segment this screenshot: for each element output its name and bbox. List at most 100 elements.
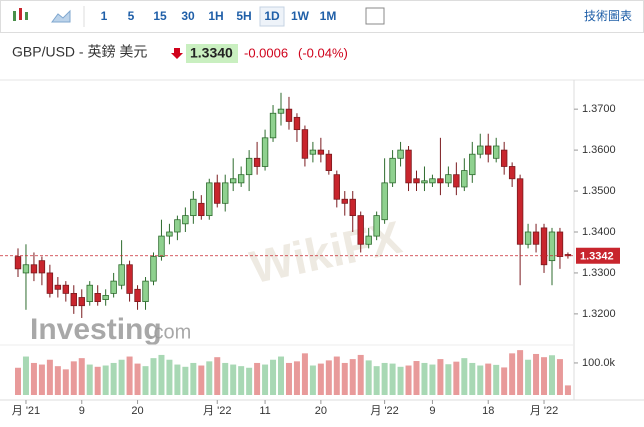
volume-bar bbox=[158, 354, 165, 395]
change-pct: (-0.04%) bbox=[298, 45, 348, 60]
x-tick-label: 11 bbox=[259, 405, 270, 417]
candle-icon[interactable] bbox=[13, 8, 28, 21]
volume-bar bbox=[421, 362, 428, 395]
volume-bar bbox=[293, 361, 300, 395]
candle-body bbox=[222, 182, 229, 204]
candle-body bbox=[261, 137, 269, 167]
volume-bar bbox=[341, 362, 348, 395]
interval[interactable]: 15 bbox=[153, 9, 167, 23]
volume-bar bbox=[357, 354, 364, 395]
candle-body bbox=[413, 178, 420, 184]
volume-bar bbox=[86, 364, 93, 395]
x-tick-label: 20 bbox=[315, 405, 327, 417]
volume-bar bbox=[118, 359, 125, 395]
interval[interactable]: 1D bbox=[264, 9, 280, 23]
interval[interactable]: 5H bbox=[236, 9, 251, 23]
toolbar bbox=[0, 0, 644, 33]
candle-body bbox=[126, 264, 133, 294]
down-arrow bbox=[171, 48, 183, 59]
price: 1.3340 bbox=[190, 45, 233, 61]
candle-body bbox=[524, 231, 532, 245]
tech-chart-link[interactable]: 技術圖表 bbox=[584, 9, 632, 23]
candle-body bbox=[150, 256, 157, 282]
interval[interactable]: 1W bbox=[291, 9, 310, 23]
candle-body bbox=[174, 219, 181, 233]
interval[interactable]: 1H bbox=[208, 9, 223, 23]
interval[interactable]: 5 bbox=[128, 9, 135, 23]
candle-body bbox=[540, 227, 548, 266]
volume-bar bbox=[556, 359, 563, 395]
candle-body bbox=[453, 174, 460, 188]
interval[interactable]: 1 bbox=[101, 9, 108, 23]
candle-body bbox=[190, 198, 197, 217]
volume-bar bbox=[142, 366, 149, 395]
y-tick-label: 100.0k bbox=[582, 357, 616, 369]
x-tick-label: 9 bbox=[429, 405, 435, 417]
candle-body bbox=[229, 178, 237, 184]
x-tick-label: 月 '22 bbox=[530, 405, 558, 417]
candle-body bbox=[469, 153, 476, 176]
y-tick-label: 1.3300 bbox=[582, 267, 616, 279]
volume-bar bbox=[309, 365, 316, 395]
candle-body bbox=[301, 129, 309, 159]
active-interval-bg bbox=[259, 6, 285, 27]
candle-body bbox=[102, 295, 109, 300]
volume-bar bbox=[517, 350, 524, 395]
volume-bar bbox=[333, 356, 340, 395]
volume-bar bbox=[461, 358, 468, 395]
watermark: Investing bbox=[30, 313, 162, 346]
volume-bar bbox=[206, 361, 213, 395]
candle-body bbox=[30, 264, 38, 274]
interval[interactable]: 30 bbox=[181, 9, 195, 23]
volume-bar bbox=[509, 353, 516, 395]
volume-bar bbox=[134, 363, 141, 395]
volume-bar bbox=[238, 366, 245, 395]
volume-bar bbox=[38, 364, 45, 395]
candle-body bbox=[38, 260, 46, 274]
volume-bar bbox=[102, 365, 109, 395]
candle-body bbox=[548, 231, 556, 262]
volume-bar bbox=[405, 365, 412, 395]
candle-body bbox=[556, 231, 564, 257]
candle-body bbox=[317, 149, 325, 155]
candle-body bbox=[214, 182, 221, 204]
volume-bar bbox=[397, 366, 404, 395]
volume-bar bbox=[62, 369, 69, 395]
candle-body bbox=[14, 256, 22, 270]
candle-body bbox=[532, 231, 540, 245]
x-tick-label: 18 bbox=[482, 405, 494, 417]
volume-bar bbox=[174, 364, 181, 395]
candle-body bbox=[500, 149, 508, 167]
last-price-box bbox=[576, 247, 620, 264]
volume-bar bbox=[437, 359, 444, 395]
candle-body bbox=[198, 202, 205, 217]
candle-body bbox=[110, 280, 117, 294]
volume-bar bbox=[198, 365, 205, 395]
candle-body bbox=[421, 180, 428, 184]
candle-body bbox=[437, 178, 444, 184]
volume-bar bbox=[389, 363, 396, 395]
symbol: GBP/USD - 英鎊 美元 bbox=[12, 44, 147, 60]
candle-body bbox=[237, 174, 245, 184]
candle-body bbox=[461, 170, 468, 188]
area-icon[interactable] bbox=[51, 9, 71, 23]
candle-body bbox=[70, 293, 77, 307]
interval[interactable]: 1M bbox=[320, 9, 337, 23]
volume-bar bbox=[270, 359, 277, 395]
last-price-label: 1.3342 bbox=[580, 251, 614, 263]
x-tick-label: 20 bbox=[131, 405, 143, 417]
volume-bar bbox=[453, 361, 460, 395]
candle-body bbox=[78, 297, 85, 307]
volume-bar bbox=[349, 359, 356, 395]
volume-bar bbox=[477, 365, 484, 395]
volume-bar bbox=[182, 366, 189, 395]
candle-body bbox=[516, 178, 524, 245]
candle-body bbox=[94, 293, 101, 302]
volume-bar bbox=[325, 360, 332, 395]
volume-bar bbox=[469, 362, 476, 395]
candle-body bbox=[293, 116, 301, 131]
volume-bar bbox=[493, 364, 500, 395]
settings-icon[interactable] bbox=[365, 7, 385, 25]
candle-body bbox=[277, 108, 285, 114]
